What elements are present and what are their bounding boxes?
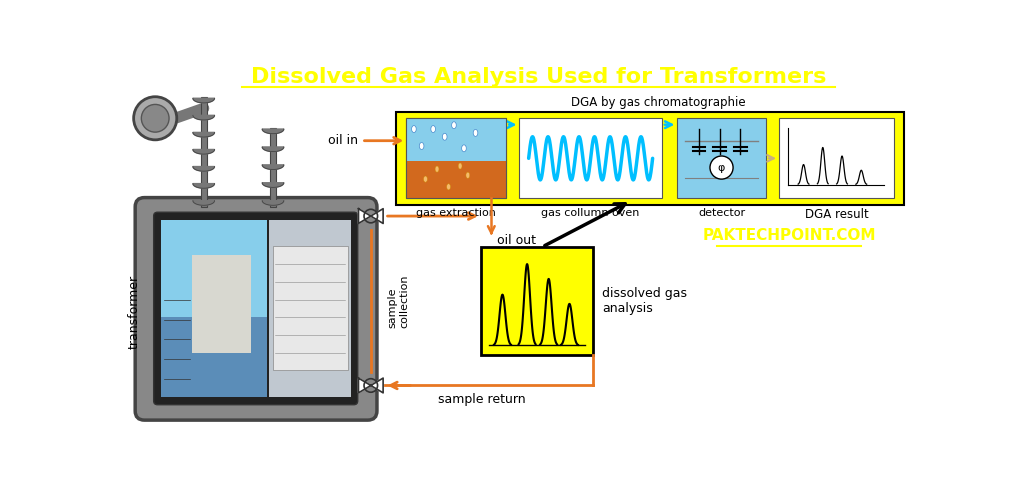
FancyBboxPatch shape [407,119,506,162]
FancyBboxPatch shape [407,119,506,198]
Ellipse shape [442,133,447,140]
Polygon shape [262,201,284,205]
Polygon shape [262,183,284,187]
Ellipse shape [412,125,416,132]
FancyBboxPatch shape [269,220,351,397]
Polygon shape [262,147,284,151]
Polygon shape [193,166,214,171]
Ellipse shape [446,184,451,190]
FancyBboxPatch shape [270,127,276,207]
Circle shape [141,105,169,132]
Polygon shape [193,132,214,137]
Ellipse shape [466,172,470,178]
FancyBboxPatch shape [677,119,766,198]
Text: sample return: sample return [438,393,525,406]
Circle shape [134,97,177,140]
FancyBboxPatch shape [161,220,266,397]
FancyBboxPatch shape [396,112,904,205]
Text: DGA by gas chromatographie: DGA by gas chromatographie [570,97,745,110]
Ellipse shape [473,129,478,136]
FancyBboxPatch shape [272,247,347,371]
Ellipse shape [458,163,462,169]
FancyBboxPatch shape [201,97,207,207]
Text: oil out: oil out [498,234,537,247]
FancyBboxPatch shape [519,119,662,198]
Polygon shape [358,378,383,393]
Ellipse shape [462,145,466,152]
FancyBboxPatch shape [154,212,357,405]
Text: sample
collection: sample collection [388,274,410,328]
Ellipse shape [431,125,435,132]
Polygon shape [193,98,214,103]
Text: dissolved gas
analysis: dissolved gas analysis [602,287,687,315]
Polygon shape [193,184,214,188]
Ellipse shape [435,166,439,172]
Text: Dissolved Gas Analysis Used for Transformers: Dissolved Gas Analysis Used for Transfor… [251,67,826,88]
Ellipse shape [424,176,427,182]
FancyBboxPatch shape [161,220,266,317]
Text: oil in: oil in [328,134,357,147]
Polygon shape [262,129,284,133]
Polygon shape [193,116,214,120]
Polygon shape [193,149,214,154]
Text: PAKTECHPOINT.COM: PAKTECHPOINT.COM [702,228,876,243]
Ellipse shape [452,122,457,128]
FancyBboxPatch shape [135,198,377,420]
FancyBboxPatch shape [481,247,593,355]
Circle shape [710,156,733,179]
Ellipse shape [419,142,424,149]
Text: transformer: transformer [128,275,141,350]
Text: DGA result: DGA result [805,208,868,222]
FancyBboxPatch shape [193,255,251,353]
FancyBboxPatch shape [407,161,506,198]
Text: gas extraction: gas extraction [417,208,497,218]
Text: detector: detector [698,208,745,218]
Polygon shape [262,165,284,169]
Text: φ: φ [718,162,725,173]
Polygon shape [358,209,383,224]
Polygon shape [193,201,214,205]
FancyBboxPatch shape [779,119,894,198]
Text: gas collumn oven: gas collumn oven [542,208,640,218]
